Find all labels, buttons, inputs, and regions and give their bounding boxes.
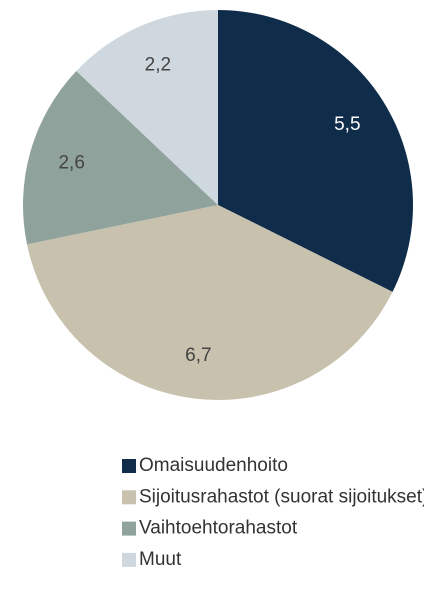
legend-swatch [122,521,136,536]
pie-slice [27,205,393,400]
slice-label: 2,6 [58,152,84,173]
legend-swatch [122,552,136,567]
legend-label: Sijoitusrahastot (suorat sijoitukset) [139,486,424,507]
pie-slice [76,10,218,205]
legend-swatch [122,459,136,473]
pie-slice [218,10,414,292]
slice-label: 5,5 [334,114,360,135]
legend-label: Vaihtoehtorahastot [139,518,298,539]
slice-label: 6,7 [185,345,211,366]
pie-slice [22,70,218,245]
legend-swatch [122,490,136,505]
legend-label: Omaisuudenhoito [139,455,288,476]
legend-label: Muut [139,549,182,570]
slice-label: 2,2 [145,54,171,75]
